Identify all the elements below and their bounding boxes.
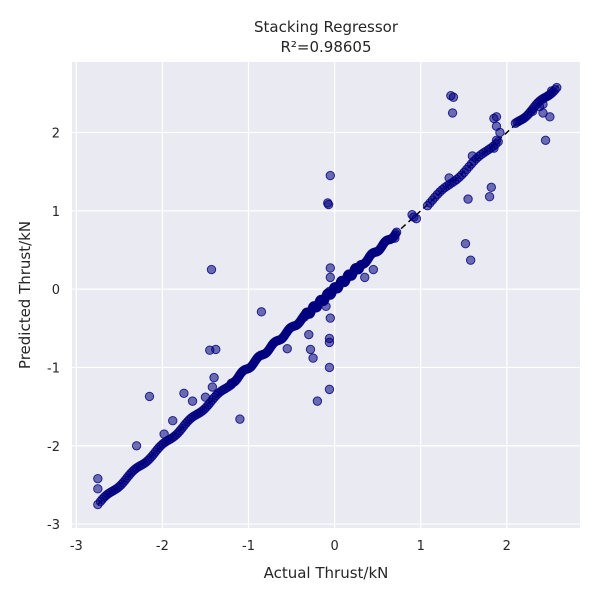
data-point <box>211 344 221 355</box>
data-point <box>324 337 335 348</box>
y-tick-labels: -3 -2 -1 0 1 2 <box>47 126 60 533</box>
data-point <box>325 272 336 283</box>
data-point <box>491 112 502 122</box>
chart-subtitle: R²=0.98605 <box>280 38 371 56</box>
data-point <box>540 135 551 146</box>
data-point <box>465 255 476 265</box>
data-point <box>93 484 103 494</box>
data-point <box>390 233 400 243</box>
data-point <box>93 473 103 484</box>
data-point <box>321 301 331 312</box>
x-tick-label: 1 <box>417 539 425 554</box>
data-point <box>206 264 217 275</box>
data-point <box>460 239 471 249</box>
data-point <box>484 192 495 202</box>
data-point <box>325 313 336 323</box>
x-tick-label: -2 <box>156 539 169 554</box>
data-point <box>304 329 314 340</box>
y-tick-label: 2 <box>52 126 60 141</box>
data-point <box>144 391 155 402</box>
data-point <box>324 286 335 297</box>
data-point <box>527 106 538 117</box>
data-point <box>324 362 335 373</box>
data-point <box>491 135 502 146</box>
data-point <box>93 499 103 510</box>
x-tick-label: -1 <box>242 539 255 554</box>
data-point <box>325 263 336 273</box>
y-tick-label: -3 <box>47 518 60 533</box>
data-point <box>409 212 419 222</box>
data-point <box>368 264 379 275</box>
y-tick-label: -1 <box>47 361 60 376</box>
data-point <box>200 392 211 402</box>
data-point <box>323 199 334 210</box>
y-axis-label: Predicted Thrust/kN <box>16 221 34 369</box>
x-tick-label: 2 <box>503 539 511 554</box>
y-tick-label: -2 <box>47 440 60 455</box>
data-point <box>282 343 292 354</box>
data-point <box>308 353 318 363</box>
x-axis-label: Actual Thrust/kN <box>264 564 389 582</box>
data-point <box>131 441 142 451</box>
data-point <box>256 307 267 317</box>
data-point <box>448 92 459 102</box>
data-point <box>325 170 336 181</box>
data-point <box>324 384 335 395</box>
data-point <box>159 429 169 439</box>
data-point <box>235 414 245 424</box>
data-point <box>534 101 545 112</box>
data-point <box>444 173 454 183</box>
data-point <box>467 151 478 161</box>
data-point <box>447 108 458 118</box>
x-tick-label: -3 <box>70 539 83 554</box>
data-point <box>207 382 218 392</box>
data-point <box>179 388 189 398</box>
x-tick-label: 0 <box>330 539 338 554</box>
data-point <box>463 194 473 204</box>
data-point <box>546 86 557 96</box>
data-point <box>209 372 219 383</box>
data-point <box>168 416 178 426</box>
chart-title: Stacking Regressor <box>254 18 399 36</box>
y-tick-label: 0 <box>52 283 60 298</box>
data-point <box>305 344 316 355</box>
y-tick-label: 1 <box>52 205 60 220</box>
data-point <box>312 396 323 406</box>
data-point <box>187 396 198 406</box>
data-point <box>495 127 505 138</box>
data-point <box>545 112 555 122</box>
data-point <box>489 143 499 153</box>
data-point <box>360 272 370 283</box>
data-points <box>93 82 562 510</box>
x-tick-labels: -3 -2 -1 0 1 2 <box>70 539 511 554</box>
data-point <box>486 182 497 193</box>
